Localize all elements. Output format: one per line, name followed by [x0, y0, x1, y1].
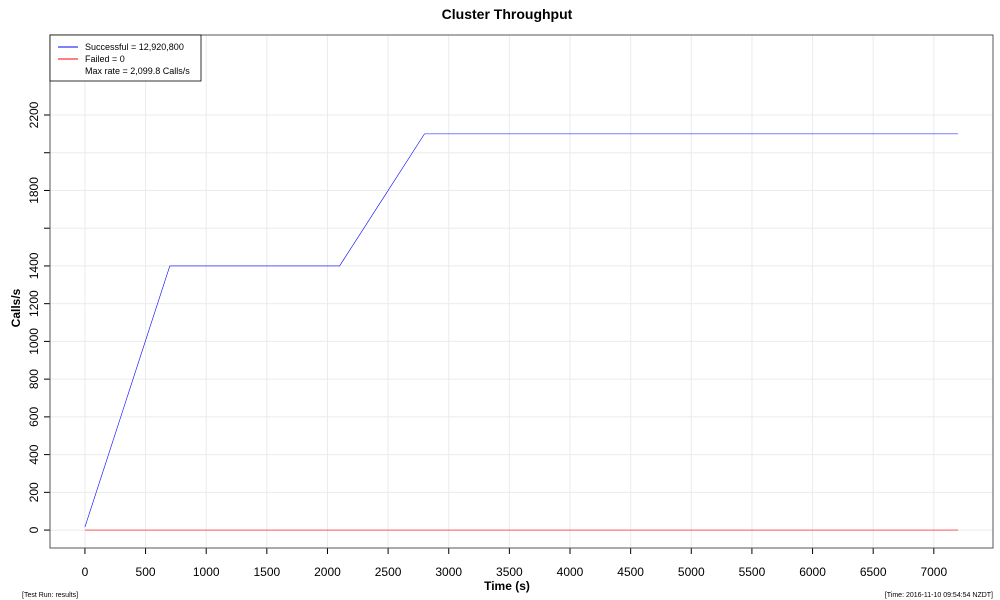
- y-tick-label: 0: [27, 526, 41, 533]
- footer-left: [Test Run: results]: [22, 592, 78, 599]
- footer-right: [Time: 2016-11-10 09:54:54 NZDT]: [885, 592, 993, 599]
- x-tick-label: 1500: [253, 565, 280, 579]
- y-tick-label: 1800: [27, 177, 41, 204]
- x-tick-label: 6000: [799, 565, 826, 579]
- x-tick-label: 1000: [193, 565, 220, 579]
- y-tick-label: 400: [27, 444, 41, 464]
- x-tick-label: 6500: [860, 565, 887, 579]
- x-tick-label: 500: [136, 565, 156, 579]
- series-line: [84, 133, 959, 528]
- x-tick-label: 4000: [557, 565, 584, 579]
- x-tick-label: 2000: [314, 565, 341, 579]
- legend-note: Max rate = 2,099.8 Calls/s: [85, 66, 190, 76]
- x-tick-label: 3500: [496, 565, 523, 579]
- legend-label: Successful = 12,920,800: [85, 42, 184, 52]
- y-tick-label: 2200: [27, 101, 41, 128]
- x-tick-label: 5000: [678, 565, 705, 579]
- y-axis-label: Calls/s: [9, 288, 23, 327]
- legend-box: [49, 34, 202, 82]
- legend-label: Failed = 0: [85, 54, 125, 64]
- y-tick-label: 200: [27, 482, 41, 502]
- y-tick-label: 800: [27, 369, 41, 389]
- x-tick-label: 7000: [920, 565, 947, 579]
- y-tick-label: 600: [27, 407, 41, 427]
- plot-frame: [49, 34, 994, 549]
- x-tick-label: 3000: [435, 565, 462, 579]
- x-axis-label: Time (s): [484, 579, 530, 593]
- x-tick-label: 5500: [739, 565, 766, 579]
- x-tick-label: 4500: [617, 565, 644, 579]
- y-tick-label: 1400: [27, 252, 41, 279]
- x-tick-label: 2500: [375, 565, 402, 579]
- y-tick-label: 1000: [27, 328, 41, 355]
- chart-title: Cluster Throughput: [442, 6, 573, 22]
- y-tick-label: 1200: [27, 290, 41, 317]
- x-tick-label: 0: [82, 565, 89, 579]
